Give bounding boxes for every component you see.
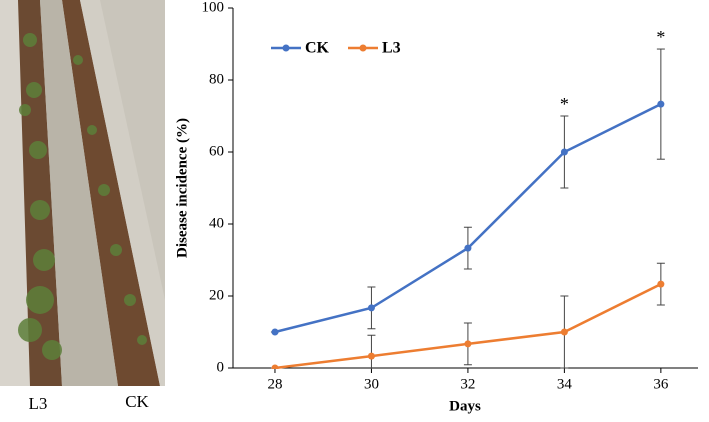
x-tick-label: 28 <box>267 376 282 392</box>
data-point <box>464 244 472 252</box>
data-point <box>271 364 279 369</box>
x-axis-label: Days <box>449 398 481 414</box>
series-line <box>274 103 662 334</box>
y-tick-label: 100 <box>202 0 225 15</box>
y-tick-label: 80 <box>209 71 224 87</box>
legend-label: CK <box>305 40 330 57</box>
data-point <box>560 148 568 156</box>
data-point <box>271 328 279 336</box>
data-point <box>367 304 375 312</box>
data-point <box>657 100 665 108</box>
x-tick-label: 30 <box>364 376 379 392</box>
data-point <box>657 280 665 288</box>
data-point <box>367 352 375 360</box>
plot-area <box>270 48 665 369</box>
significance-mark: * <box>560 94 569 114</box>
x-tick-label: 32 <box>460 376 475 392</box>
y-tick-label: 20 <box>209 287 224 303</box>
legend-label: L3 <box>382 40 401 57</box>
significance-mark: * <box>656 27 665 47</box>
y-axis-label: Disease incidence (%) <box>174 118 190 258</box>
y-tick-label: 40 <box>209 215 224 231</box>
y-tick-label: 0 <box>217 359 225 375</box>
data-point <box>464 340 472 348</box>
x-tick-label: 36 <box>653 376 669 392</box>
field-photo: L3 CK <box>0 0 165 413</box>
data-point <box>560 328 568 336</box>
photo-label: L3 <box>29 394 48 413</box>
legend-marker <box>359 44 367 52</box>
x-tick-label: 34 <box>557 376 573 392</box>
photo-label: CK <box>125 392 149 411</box>
legend-marker <box>282 44 290 52</box>
y-tick-label: 60 <box>209 143 224 159</box>
